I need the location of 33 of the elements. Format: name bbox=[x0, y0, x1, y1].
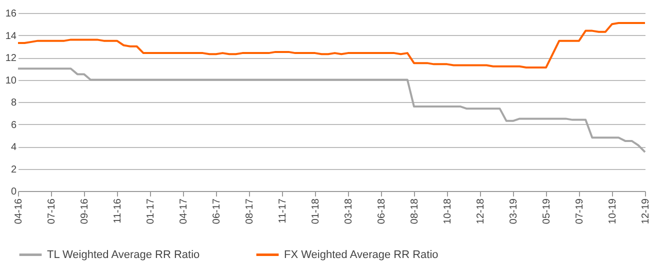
x-tick-label: 12-19 bbox=[640, 198, 652, 224]
x-tick-label: 11-16 bbox=[112, 198, 124, 224]
x-tick-label: 10-18 bbox=[442, 198, 454, 224]
x-tick-label: 07-16 bbox=[46, 198, 58, 224]
x-tick-label: 11-17 bbox=[278, 198, 288, 224]
x-tick-label: 08-17 bbox=[244, 198, 256, 224]
y-tick-label: 10 bbox=[5, 75, 17, 86]
legend-label: TL Weighted Average RR Ratio bbox=[47, 248, 200, 261]
x-tick-label: 10-19 bbox=[608, 198, 618, 224]
x-tick-label: 08-18 bbox=[410, 198, 420, 224]
legend-label: FX Weighted Average RR Ratio bbox=[284, 248, 438, 261]
x-tick-label: 09-16 bbox=[80, 198, 90, 224]
y-tick-label: 14 bbox=[5, 30, 17, 42]
x-tick-label: 12-18 bbox=[476, 198, 486, 224]
x-tick-label: 05-19 bbox=[542, 198, 552, 224]
x-tick-label: 03-18 bbox=[344, 198, 354, 224]
y-tick-label: 6 bbox=[10, 120, 17, 131]
x-tick-label: 03-19 bbox=[508, 198, 520, 224]
x-tick-label: 07-19 bbox=[574, 198, 586, 224]
line-series bbox=[17, 68, 646, 154]
y-tick-label: 12 bbox=[5, 53, 17, 64]
x-tick-label: 01-17 bbox=[146, 198, 156, 224]
x-tick-label: 04-17 bbox=[178, 198, 190, 224]
line-series bbox=[17, 22, 646, 69]
x-tick-label: 01-18 bbox=[310, 198, 322, 224]
x-tick-label: 06-18 bbox=[376, 198, 388, 224]
y-tick-label: 8 bbox=[10, 98, 17, 108]
x-tick-label: 06-17 bbox=[212, 198, 222, 224]
y-tick-label: 16 bbox=[5, 8, 17, 20]
y-tick-label: 2 bbox=[10, 164, 17, 176]
x-tick-label: 04-16 bbox=[14, 198, 24, 224]
y-tick-label: 0 bbox=[10, 186, 17, 198]
y-tick-label: 4 bbox=[10, 142, 17, 153]
